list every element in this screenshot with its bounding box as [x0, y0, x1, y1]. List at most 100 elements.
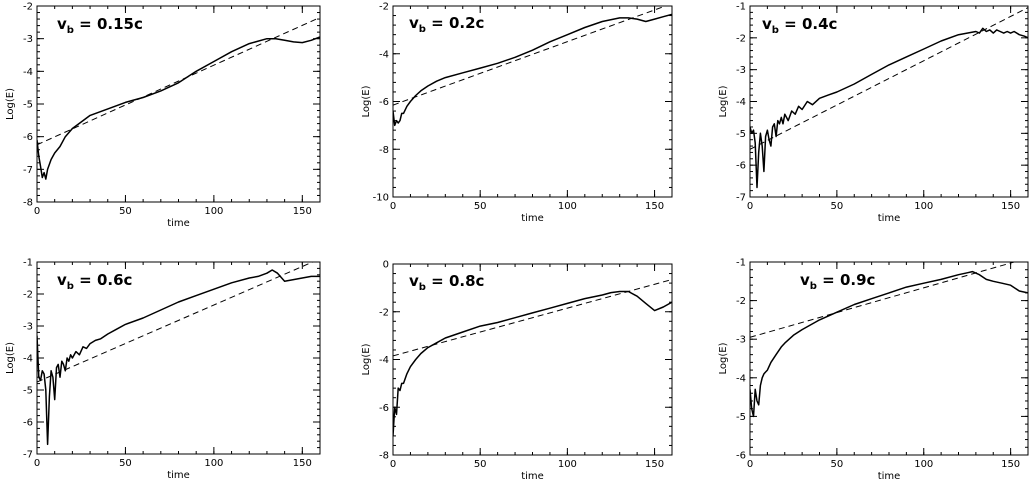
fit-line	[37, 262, 314, 383]
y-tick-label: -6	[736, 161, 746, 172]
energy-curve	[37, 36, 320, 180]
x-tick-label: 0	[390, 459, 396, 470]
y-tick-label: -10	[373, 193, 389, 204]
y-tick-label: -8	[379, 145, 389, 156]
fit-line	[37, 16, 320, 146]
x-axis-label: time	[521, 471, 544, 482]
y-tick-label: -7	[23, 165, 33, 176]
y-tick-label: -4	[23, 354, 33, 365]
y-tick-label: -6	[379, 97, 389, 108]
y-tick-label: -1	[23, 258, 33, 269]
y-tick-label: -5	[23, 386, 33, 397]
y-tick-label: -7	[23, 450, 33, 461]
fit-line	[750, 7, 1028, 150]
x-tick-label: 50	[119, 206, 132, 217]
energy-curve	[37, 269, 320, 446]
x-tick-label: 100	[204, 458, 223, 469]
y-axis-label: Log(E)	[361, 343, 372, 375]
x-tick-label: 150	[1001, 459, 1020, 470]
x-axis-label: time	[167, 218, 190, 229]
x-tick-label: 0	[747, 201, 753, 212]
y-tick-label: -5	[23, 100, 33, 111]
panel-6: 0 50 100 150 -6 -5 -4 -3 -2 -1 time Log(E) vb = 0.9c	[718, 258, 1029, 482]
panel-title: vb = 0.9c	[800, 271, 875, 292]
y-tick-label: -8	[379, 451, 389, 462]
plot-frame	[36, 5, 321, 203]
y-tick-label: -5	[736, 412, 746, 423]
y-tick-label: -4	[736, 373, 746, 384]
panel-title: vb = 0.4c	[762, 15, 837, 36]
y-tick-label: -4	[736, 97, 746, 108]
plot-frame	[749, 261, 1029, 456]
y-tick-label: -4	[23, 67, 33, 78]
x-tick-label: 50	[831, 201, 844, 212]
x-tick-label: 150	[645, 201, 664, 212]
y-tick-label: -2	[736, 33, 746, 44]
energy-curve	[750, 270, 1028, 418]
x-tick-label: 50	[119, 458, 132, 469]
x-tick-label: 150	[1001, 201, 1020, 212]
y-tick-label: -3	[736, 65, 746, 76]
x-tick-label: 100	[558, 459, 577, 470]
y-axis-label: Log(E)	[718, 85, 729, 117]
x-tick-label: 0	[747, 459, 753, 470]
y-axis-label: Log(E)	[5, 342, 16, 374]
y-tick-label: -2	[379, 2, 389, 13]
y-tick-label: -3	[23, 34, 33, 45]
energy-curve	[750, 27, 1028, 189]
energy-curve	[393, 290, 672, 436]
y-tick-label: -5	[736, 129, 746, 140]
y-tick-label: -3	[736, 335, 746, 346]
x-tick-label: 100	[914, 201, 933, 212]
y-tick-label: -6	[736, 451, 746, 462]
y-tick-label: -1	[736, 258, 746, 269]
panel-3: 0 50 100 150 -7 -6 -5 -4 -3 -2 -1 time Log(E) vb = 0.…	[718, 2, 1029, 224]
x-tick-label: 100	[558, 201, 577, 212]
x-axis-label: time	[878, 471, 901, 482]
fit-line	[750, 262, 1017, 338]
x-tick-label: 0	[34, 206, 40, 217]
y-tick-label: -2	[379, 307, 389, 318]
energy-curve	[393, 13, 672, 127]
y-tick-label: -6	[23, 418, 33, 429]
panel-5: 0 50 100 150 -8 -6 -4 -2 0 time Log(E) vb = 0.8c	[361, 260, 673, 482]
y-tick-label: -4	[379, 355, 389, 366]
panel-title: vb = 0.6c	[57, 271, 132, 292]
y-axis-label: Log(E)	[5, 88, 16, 120]
panel-1: 0 50 100 150 -8 -7 -6 -5 -4 -3 -2 time Log(E) vb = 0.…	[5, 2, 321, 229]
x-axis-label: time	[878, 213, 901, 224]
y-tick-label: -3	[23, 322, 33, 333]
x-tick-label: 50	[831, 459, 844, 470]
x-axis-label: time	[167, 470, 190, 481]
x-axis-label: time	[521, 213, 544, 224]
y-tick-label: -6	[379, 403, 389, 414]
panel-4: 0 50 100 150 -7 -6 -5 -4 -3 -2 -1 time Log(E) vb = 0.…	[5, 258, 321, 481]
y-tick-label: 0	[383, 260, 389, 271]
panel-title: vb = 0.8c	[409, 272, 484, 293]
y-tick-label: -2	[23, 2, 33, 13]
y-tick-label: -1	[736, 2, 746, 13]
panel-title: vb = 0.15c	[57, 15, 143, 36]
panel-2: 0 50 100 150 -10 -8 -6 -4 -2 time Log(E) vb = 0.2c	[361, 2, 673, 224]
x-tick-label: 0	[390, 201, 396, 212]
plot-frame	[749, 5, 1029, 198]
y-tick-label: -6	[23, 132, 33, 143]
y-axis-label: Log(E)	[361, 85, 372, 117]
x-tick-label: 100	[914, 459, 933, 470]
plot-frame	[36, 261, 321, 455]
y-tick-label: -7	[736, 193, 746, 204]
x-tick-label: 100	[204, 206, 223, 217]
x-tick-label: 50	[474, 459, 487, 470]
x-tick-label: 150	[293, 206, 312, 217]
fit-line	[393, 279, 672, 357]
y-tick-label: -8	[23, 198, 33, 209]
y-tick-label: -4	[379, 49, 389, 60]
y-tick-label: -2	[23, 290, 33, 301]
x-tick-label: 0	[34, 458, 40, 469]
y-axis-label: Log(E)	[718, 342, 729, 374]
plot-frame	[392, 5, 673, 198]
y-tick-label: -2	[736, 296, 746, 307]
x-tick-label: 150	[293, 458, 312, 469]
x-tick-label: 50	[474, 201, 487, 212]
